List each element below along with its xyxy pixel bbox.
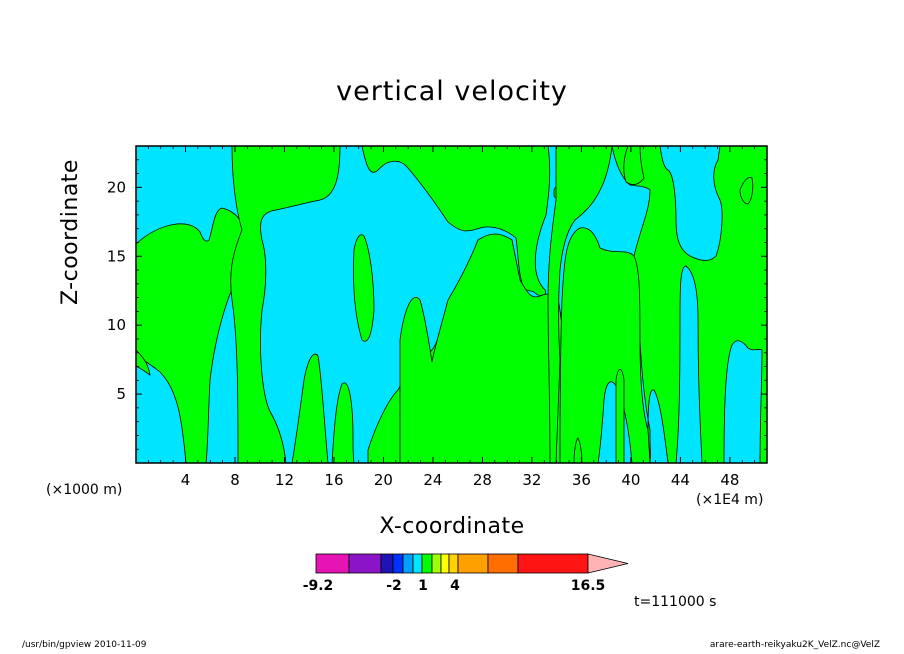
colorbar-bin-11 <box>457 553 489 574</box>
contour-region-6 <box>353 234 375 342</box>
x-tick-label: 48 <box>720 471 739 489</box>
x-axis-label: X-coordinate <box>379 514 525 539</box>
colorbar-bin-3 <box>380 553 394 574</box>
colorbar-extension-arrow <box>587 553 629 574</box>
footer-program-date: /usr/bin/gpview 2010-11-09 <box>22 640 147 650</box>
contour-region-5 <box>331 382 355 463</box>
colorbar-label: -2 <box>386 578 402 594</box>
contour-region-2 <box>136 349 151 376</box>
time-annotation: t=111000 s <box>634 594 717 610</box>
y-tick-label: 10 <box>107 316 126 334</box>
contour-region-4 <box>291 353 329 463</box>
colorbar-bin-1 <box>315 553 350 574</box>
y-tick-label: 15 <box>107 247 126 265</box>
contour-fill-group <box>136 146 767 463</box>
chart-title: vertical velocity <box>336 76 568 107</box>
colorbar-label: 16.5 <box>571 578 606 594</box>
colorbar-label: 4 <box>450 578 460 594</box>
colorbar-bin-13 <box>517 553 589 574</box>
colorbar-bin-8 <box>431 553 442 574</box>
contour-region-12 <box>547 146 613 463</box>
contour-region-7 <box>361 146 551 296</box>
colorbar-label: 1 <box>418 578 428 594</box>
colorbar-bin-10 <box>448 553 459 574</box>
contour-region-18 <box>739 177 754 205</box>
contour-region-17 <box>623 146 645 186</box>
x-tick-label: 28 <box>473 471 492 489</box>
colorbar-bin-12 <box>487 553 519 574</box>
colorbar-bin-4 <box>392 553 404 574</box>
x-tick-label: 40 <box>621 471 640 489</box>
colorbar-bin-6 <box>412 553 423 574</box>
x-tick-label: 44 <box>671 471 690 489</box>
x-tick-label: 4 <box>181 471 191 489</box>
y-axis-label: Z-coordinate <box>58 159 83 305</box>
x-tick-label: 8 <box>230 471 240 489</box>
contour-region-3 <box>230 146 341 463</box>
x-tick-label: 16 <box>324 471 343 489</box>
colorbar-bin-2 <box>348 553 382 574</box>
plot-frame <box>135 145 768 464</box>
contour-region-16 <box>611 146 767 463</box>
x-unit-right-label: (×1E4 m) <box>696 492 764 508</box>
colorbar-bin-9 <box>440 553 450 574</box>
x-tick-label: 12 <box>275 471 294 489</box>
footer-source-file: arare-earth-reikyaku2K_VelZ.nc@VelZ <box>709 640 880 650</box>
y-tick-label: 20 <box>107 178 126 196</box>
colorbar-bin-5 <box>402 553 414 574</box>
x-tick-label: 32 <box>522 471 541 489</box>
colorbar-label: -9.2 <box>303 578 334 594</box>
colorbar-bin-7 <box>421 553 433 574</box>
y-tick-label: 5 <box>116 385 126 403</box>
x-tick-label: 36 <box>572 471 591 489</box>
contour-region-14 <box>573 437 583 463</box>
x-unit-left-label: (×1000 m) <box>46 482 123 498</box>
x-tick-label: 20 <box>374 471 393 489</box>
contour-region-15 <box>615 369 625 463</box>
colorbar: -9.2 -2 1 4 16.5 <box>303 553 629 594</box>
x-tick-label: 24 <box>423 471 442 489</box>
